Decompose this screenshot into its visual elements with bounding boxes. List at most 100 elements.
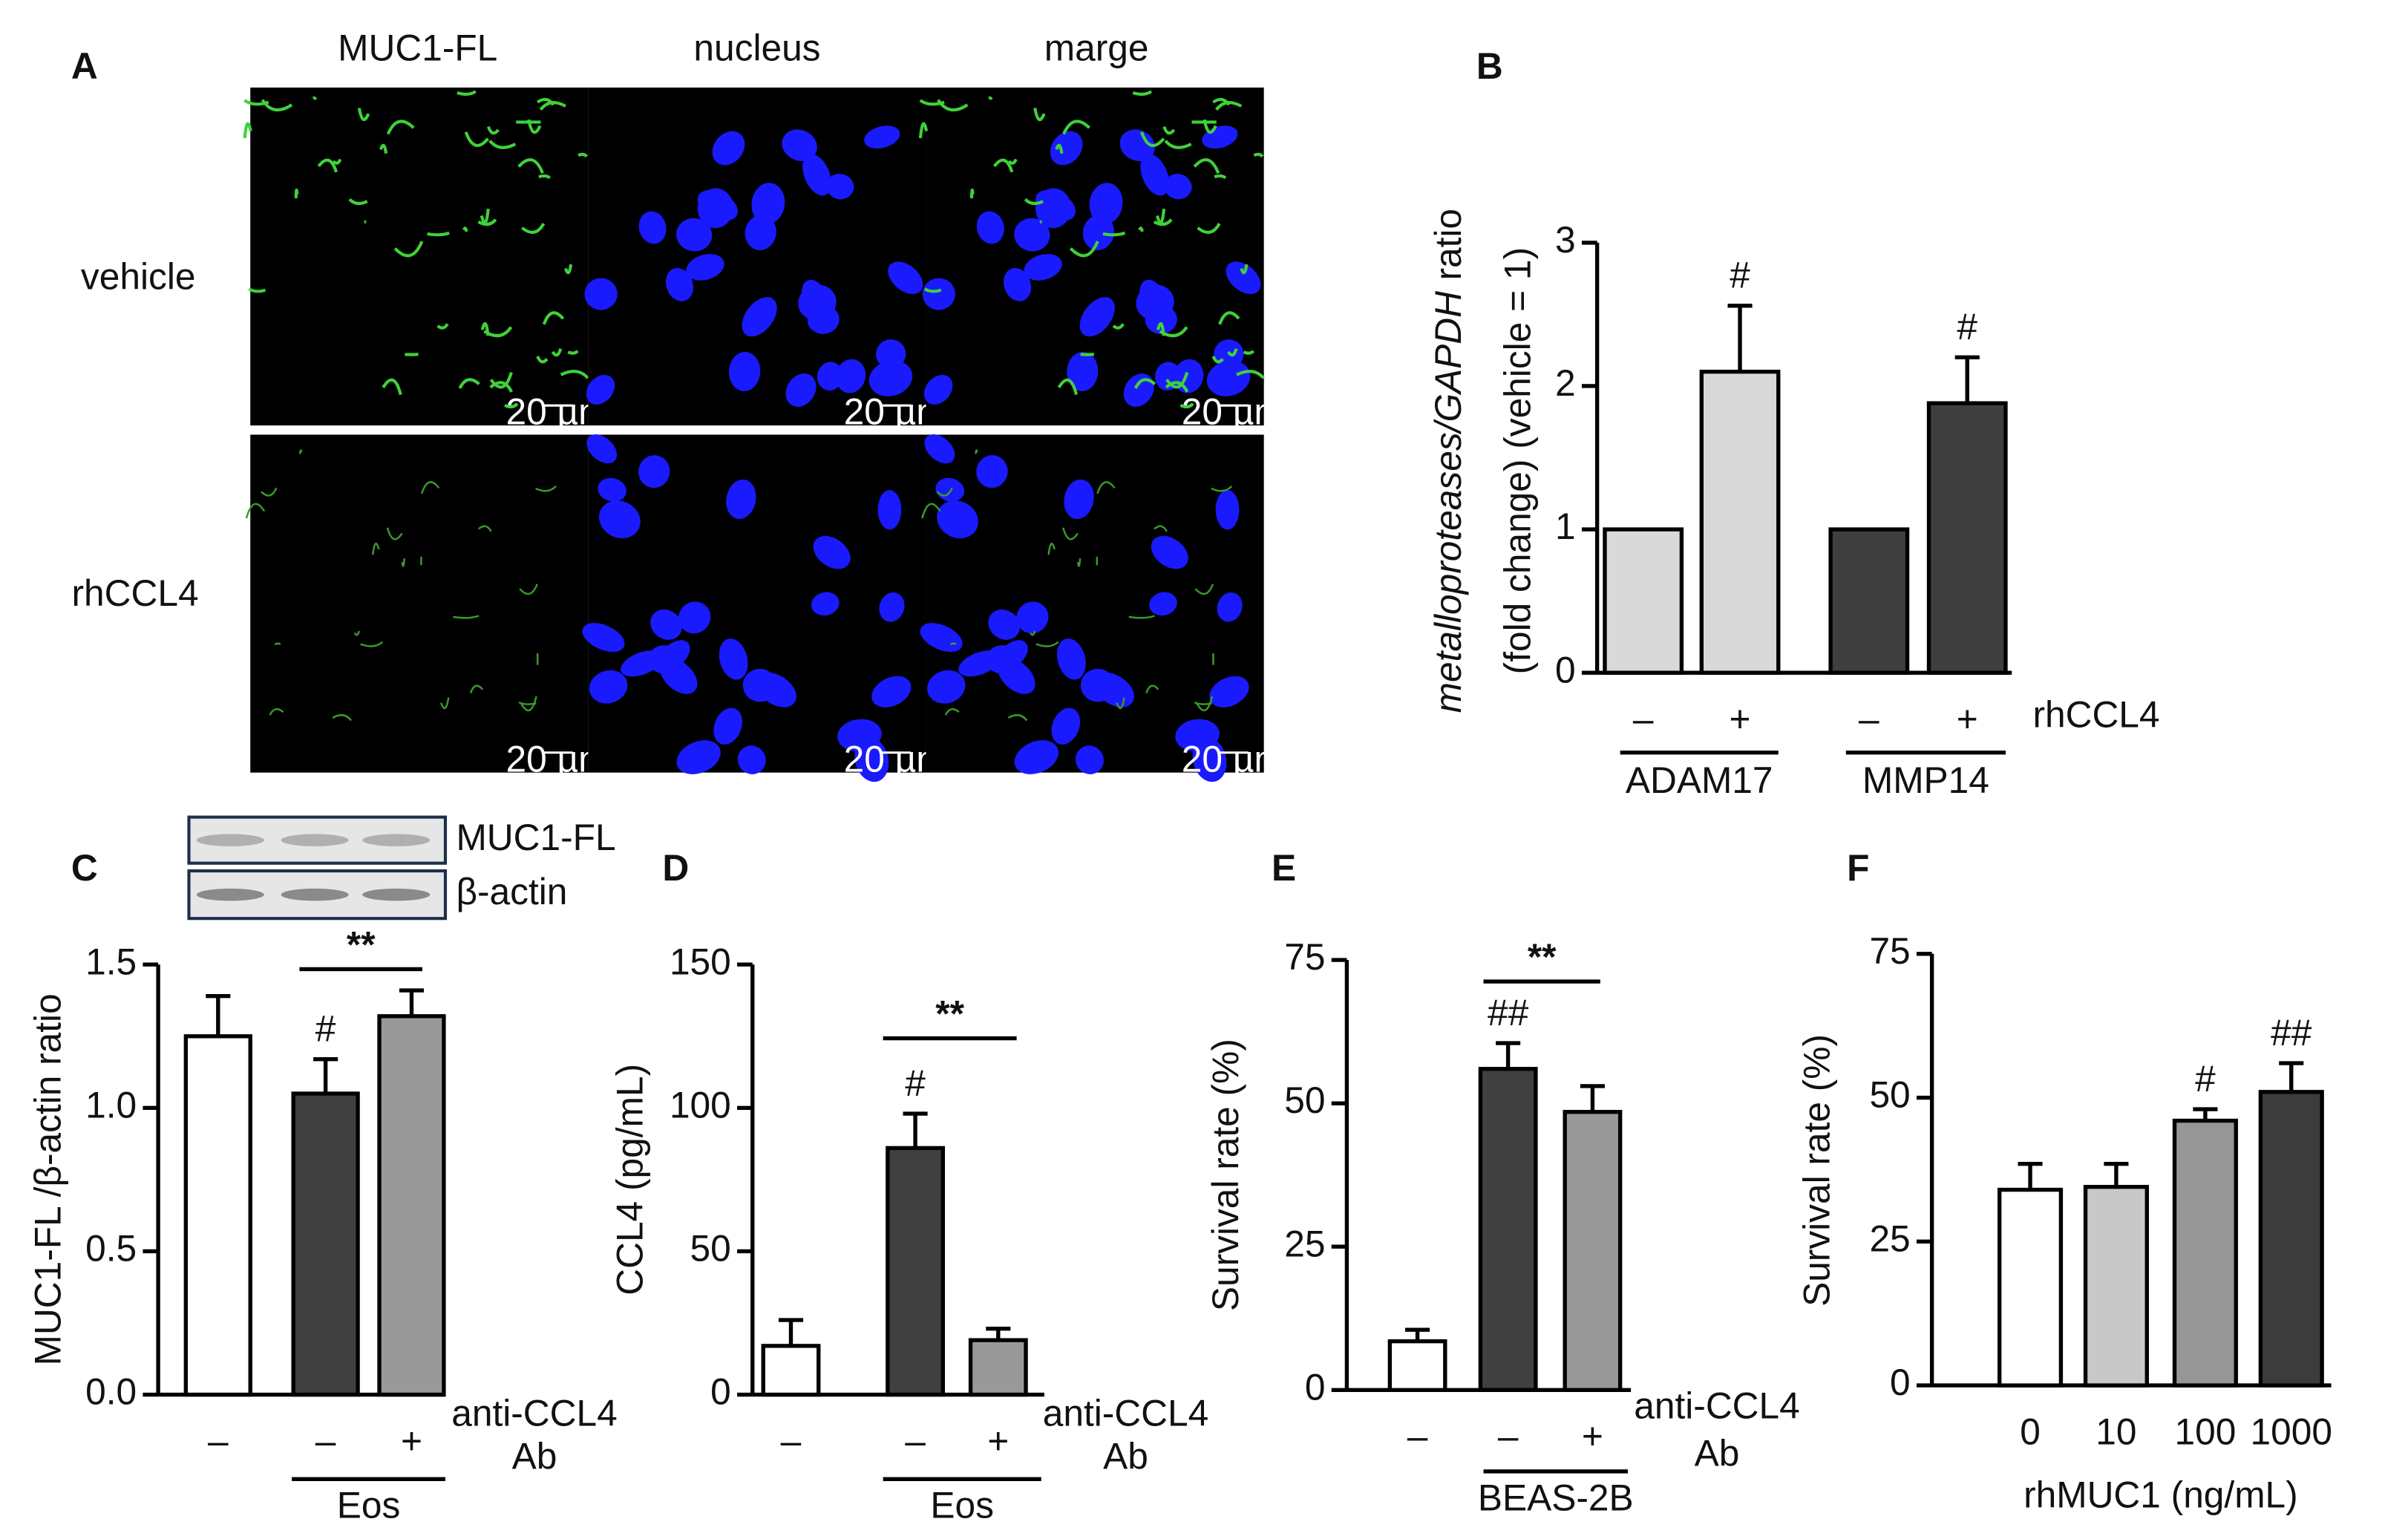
membrane-stain: [521, 223, 546, 234]
column-label: nucleus: [693, 27, 820, 68]
column-label: MUC1-FL: [338, 27, 497, 68]
membrane-stain: [1096, 481, 1116, 494]
membrane-stain: [936, 487, 953, 497]
x-tick-label: –: [208, 1420, 229, 1462]
nucleus-stain: [1209, 676, 1249, 708]
membrane-stain: [489, 381, 513, 393]
membrane-stain: [382, 378, 402, 396]
nucleus-stain: [868, 360, 913, 396]
y-tick-label: 150: [670, 941, 731, 982]
membrane-stain: [1047, 543, 1056, 555]
nucleus-stain: [584, 278, 618, 310]
membrane-stain: [921, 503, 941, 519]
membrane-stain: [1024, 197, 1044, 206]
nucleus-stain: [589, 670, 628, 704]
membrane-stain: [1240, 264, 1249, 275]
nucleus-stain: [835, 359, 866, 393]
nucleus-stain: [1149, 592, 1177, 616]
membrane-stain: [480, 209, 490, 225]
nucleus-stain: [599, 500, 641, 539]
annotation: #: [1957, 306, 1977, 347]
membrane-stain: [462, 226, 468, 232]
membrane-stain: [536, 356, 549, 364]
bar: [1603, 527, 1684, 675]
membrane-stain: [936, 99, 969, 112]
bar: [1478, 1067, 1538, 1393]
nucleus-stain: [713, 708, 742, 745]
row-label: anti-CCL4: [1043, 1393, 1208, 1434]
membrane-stain: [464, 131, 489, 147]
y-tick-label: 100: [670, 1084, 731, 1125]
membrane-stain: [477, 218, 497, 226]
nucleus-stain: [802, 154, 831, 196]
nucleus-stain: [1164, 174, 1192, 200]
nucleus-stain: [813, 535, 851, 569]
membrane-stain: [551, 348, 563, 357]
bar: [2258, 1090, 2324, 1388]
membrane-stain: [348, 197, 368, 206]
nucleus-stain: [1151, 535, 1188, 569]
membrane-stain: [1030, 630, 1036, 636]
panel-letter: F: [1847, 847, 1869, 889]
nucleus-stain: [686, 254, 724, 281]
x-tick-label: +: [987, 1420, 1009, 1462]
panel-letter: E: [1272, 847, 1296, 889]
bar: [1699, 369, 1781, 675]
membrane-stain: [1069, 241, 1099, 258]
nucleus-stain: [811, 592, 840, 616]
y-tick-label: 0.5: [85, 1228, 137, 1270]
nucleus-stain: [1123, 373, 1154, 407]
significance-label: **: [1528, 936, 1557, 978]
row-label: rhCCL4: [2032, 693, 2159, 735]
membrane-stain: [517, 158, 544, 174]
y-tick-label: 50: [690, 1228, 731, 1270]
nucleus-stain: [745, 215, 776, 251]
nucleus-stain: [582, 623, 625, 653]
row-label: anti-CCL4: [1634, 1385, 1799, 1426]
x-axis-label: rhMUC1 (ng/mL): [2023, 1474, 2298, 1515]
nucleus-stain: [1080, 668, 1116, 702]
membrane-stain: [269, 708, 284, 716]
membrane-stain: [1194, 701, 1212, 705]
nucleus-stain: [976, 455, 1008, 489]
micrograph: [926, 434, 1264, 773]
blot-band: [281, 834, 349, 846]
y-tick-label: 1: [1555, 506, 1576, 547]
membrane-stain: [317, 158, 338, 173]
membrane-stain: [504, 402, 519, 409]
group-label: ADAM17: [1626, 759, 1773, 801]
bar: [1997, 1187, 2064, 1388]
nucleus-stain: [1075, 745, 1104, 774]
membrane-stain: [1227, 348, 1238, 357]
nucleus-stain: [1067, 352, 1099, 391]
membrane-stain: [1253, 152, 1264, 158]
nucleus-stain: [1217, 592, 1243, 622]
membrane-stain: [480, 322, 490, 336]
nucleus-stain: [923, 375, 953, 405]
nucleus-stain: [888, 261, 923, 295]
membrane-stain: [1165, 381, 1189, 393]
nucleus-stain: [798, 284, 837, 321]
nucleus-stain: [751, 183, 785, 225]
nucleus-stain: [1024, 254, 1062, 281]
row-label: Ab: [1695, 1432, 1740, 1474]
membrane-stain: [1035, 641, 1059, 647]
nucleus-stain: [729, 352, 761, 391]
bar: [1828, 527, 1910, 675]
membrane-stain: [1154, 525, 1168, 532]
y-tick-label: 3: [1555, 219, 1576, 261]
nucleus-stain: [697, 188, 733, 229]
nucleus-stain: [676, 218, 713, 252]
nucleus-stain: [1014, 218, 1050, 252]
membrane-stain: [1057, 378, 1079, 396]
bar: [968, 1338, 1028, 1397]
membrane-stain: [1165, 372, 1189, 389]
nucleus-stain: [678, 601, 711, 634]
membrane-stain: [427, 231, 450, 237]
y-tick-label: 50: [1869, 1074, 1910, 1116]
membrane-stain: [386, 120, 415, 135]
membrane-stain: [1180, 402, 1194, 409]
membrane-stain: [520, 696, 537, 712]
membrane-stain: [1007, 713, 1028, 722]
